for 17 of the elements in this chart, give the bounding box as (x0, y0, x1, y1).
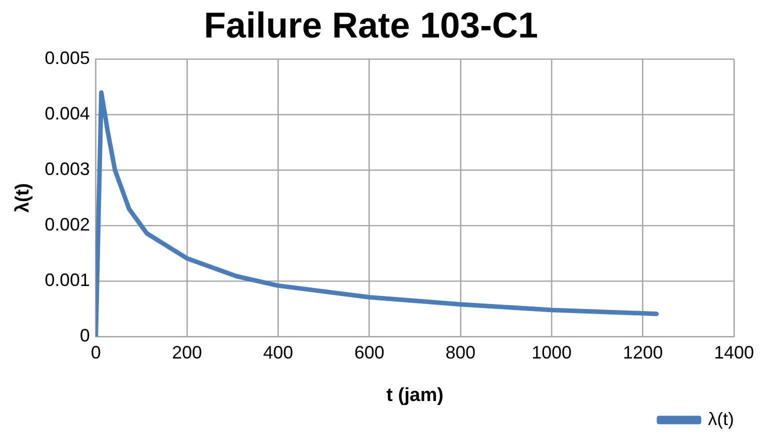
x-axis-title: t (jam) (386, 384, 444, 406)
x-tick-label: 1000 (532, 342, 572, 362)
y-axis-title: λ(t) (12, 183, 34, 213)
y-tick-label: 0.001 (44, 270, 90, 290)
y-tick-label: 0.002 (44, 214, 90, 235)
x-tick-label: 800 (445, 342, 476, 362)
chart-title: Failure Rate 103-C1 (204, 4, 538, 46)
x-tick-label: 200 (172, 342, 202, 362)
y-tick-label: 0.004 (44, 104, 90, 124)
x-tick-label: 1200 (622, 342, 663, 362)
y-tick-label: 0 (80, 326, 90, 346)
y-tick-label: 0.005 (44, 48, 90, 68)
y-tick-label: 0.003 (44, 159, 90, 180)
legend-label: λ(t) (708, 408, 734, 429)
x-tick-label: 1400 (714, 342, 754, 362)
x-tick-label: 400 (263, 342, 294, 362)
x-tick-label: 600 (354, 342, 384, 362)
